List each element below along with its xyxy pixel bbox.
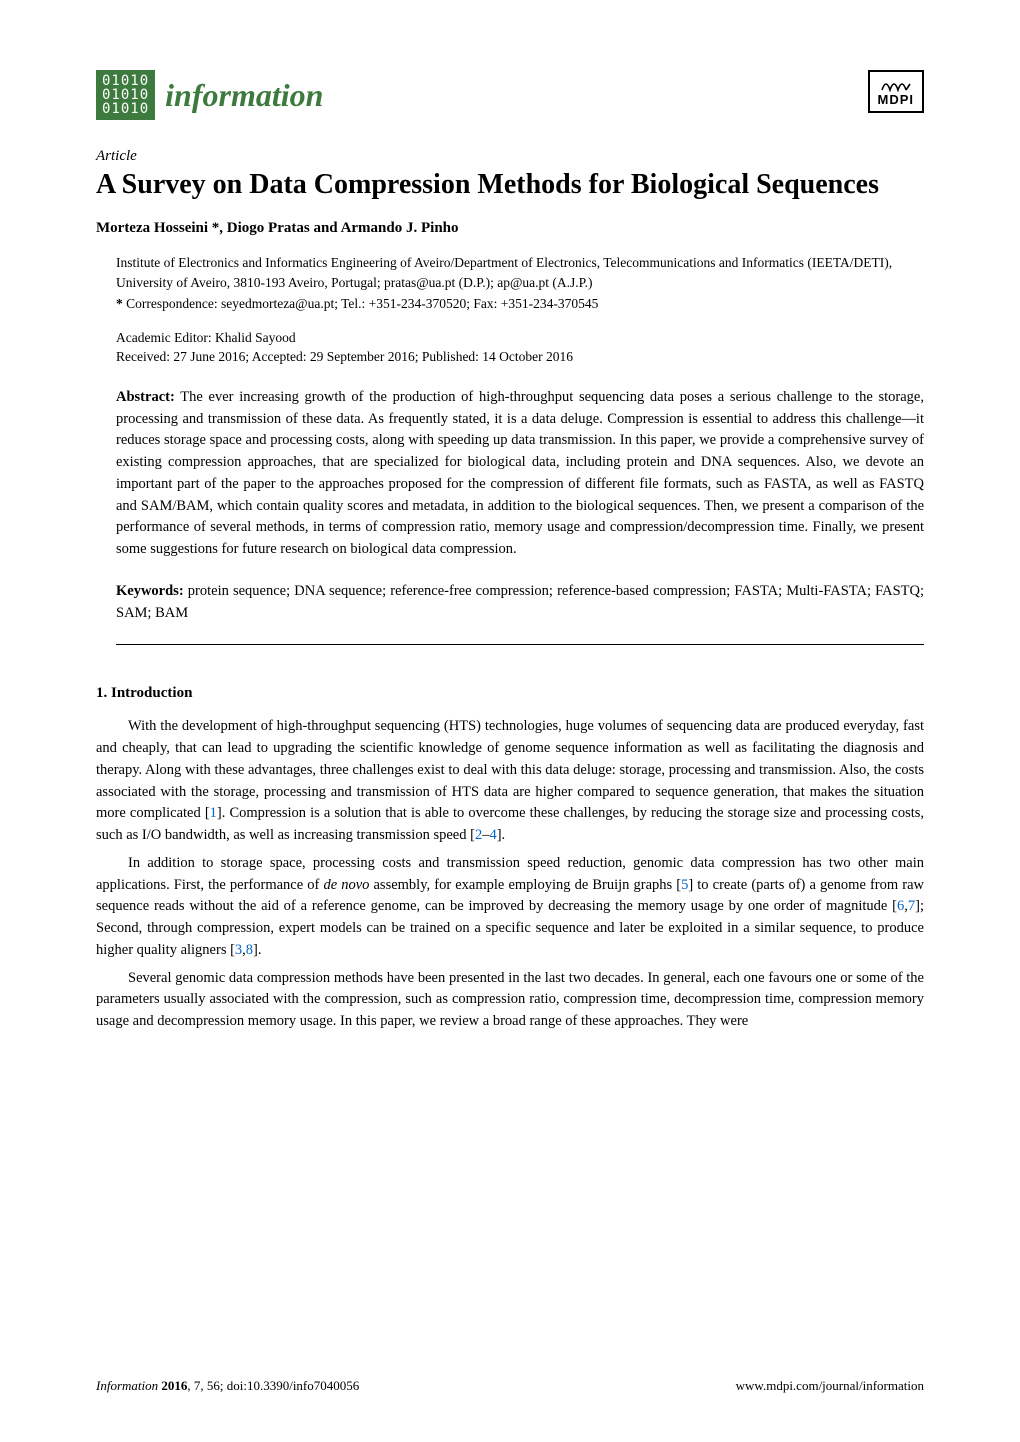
logo-binary-row: 01010 <box>102 102 149 116</box>
correspondence-asterisk: * <box>116 296 123 311</box>
dates-line: Received: 27 June 2016; Accepted: 29 Sep… <box>116 347 924 367</box>
intro-paragraph-2: In addition to storage space, processing… <box>96 853 924 962</box>
footer-right[interactable]: www.mdpi.com/journal/information <box>736 1378 924 1394</box>
logo-binary-row: 01010 <box>102 88 149 102</box>
keywords-text: protein sequence; DNA sequence; referenc… <box>116 583 924 621</box>
italic-term: de novo <box>323 877 369 893</box>
journal-logo: 01010 01010 01010 information <box>96 70 323 120</box>
correspondence-line: * Correspondence: seyedmorteza@ua.pt; Te… <box>116 294 924 314</box>
para-text: ]. Compression is a solution that is abl… <box>96 805 924 843</box>
para-text: assembly, for example employing de Bruij… <box>369 877 681 893</box>
affiliation-text: Institute of Electronics and Informatics… <box>116 253 924 292</box>
footer-journal-name: Information <box>96 1378 161 1393</box>
article-title: A Survey on Data Compression Methods for… <box>96 167 924 202</box>
academic-editor-line: Academic Editor: Khalid Sayood <box>116 328 924 348</box>
citation-link[interactable]: 8 <box>246 942 253 958</box>
citation-link[interactable]: 4 <box>489 827 496 843</box>
editor-dates-block: Academic Editor: Khalid Sayood Received:… <box>96 328 924 367</box>
para-text: ]. <box>253 942 261 958</box>
journal-name: information <box>165 77 323 114</box>
abstract-block: Abstract: The ever increasing growth of … <box>96 387 924 561</box>
abstract-text: The ever increasing growth of the produc… <box>116 389 924 557</box>
intro-paragraph-3: Several genomic data compression methods… <box>96 968 924 1033</box>
affiliation-block: Institute of Electronics and Informatics… <box>96 253 924 314</box>
para-text: ]. <box>497 827 505 843</box>
footer-left: Information 2016, 7, 56; doi:10.3390/inf… <box>96 1378 359 1394</box>
intro-paragraph-1: With the development of high-throughput … <box>96 716 924 847</box>
header-row: 01010 01010 01010 information MDPI <box>96 70 924 120</box>
publisher-name: MDPI <box>878 92 915 107</box>
logo-binary-row: 01010 <box>102 74 149 88</box>
publisher-logo: MDPI <box>868 70 925 113</box>
page-footer: Information 2016, 7, 56; doi:10.3390/inf… <box>96 1378 924 1394</box>
article-type-label: Article <box>96 148 924 165</box>
citation-link[interactable]: 1 <box>210 805 217 821</box>
keywords-block: Keywords: protein sequence; DNA sequence… <box>96 581 924 625</box>
footer-citation: , 7, 56; doi:10.3390/info7040056 <box>187 1378 359 1393</box>
divider-rule <box>116 644 924 645</box>
footer-year: 2016 <box>161 1378 187 1393</box>
abstract-label: Abstract: <box>116 389 175 405</box>
authors-line: Morteza Hosseini *, Diogo Pratas and Arm… <box>96 220 924 237</box>
keywords-label: Keywords: <box>116 583 184 599</box>
section-heading-introduction: 1. Introduction <box>96 685 924 702</box>
logo-binary-block: 01010 01010 01010 <box>96 70 155 120</box>
mdpi-icon <box>880 74 912 92</box>
correspondence-text: Correspondence: seyedmorteza@ua.pt; Tel.… <box>126 296 598 311</box>
